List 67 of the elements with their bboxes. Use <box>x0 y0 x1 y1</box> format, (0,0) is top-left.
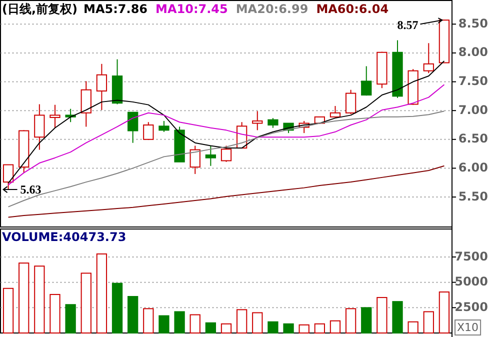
bar <box>112 282 123 334</box>
bar <box>65 304 76 334</box>
bar <box>220 323 232 334</box>
bar <box>283 323 294 334</box>
bar <box>423 311 434 334</box>
candlestick <box>190 145 200 174</box>
bar <box>314 323 325 334</box>
bar <box>96 253 108 334</box>
y-tick-label: 8.00 <box>458 45 488 60</box>
bar <box>128 296 138 334</box>
bar <box>143 308 154 334</box>
candlestick <box>96 63 108 111</box>
y-tick-label: 5000 <box>454 274 488 289</box>
candlestick <box>268 118 278 128</box>
y-tick-label: 5.50 <box>458 189 488 204</box>
y-tick-label: 7.50 <box>458 74 488 88</box>
annotation: 8.57 <box>397 18 418 32</box>
annotation: 5.63 <box>20 182 42 197</box>
bar <box>18 262 30 334</box>
bar <box>80 272 92 334</box>
y-tick-label: 7.00 <box>458 102 488 117</box>
candlestick <box>80 80 92 128</box>
bar <box>174 311 185 334</box>
bar <box>345 308 356 334</box>
text: X10 <box>457 321 479 334</box>
bar <box>236 309 248 334</box>
candlestick <box>143 122 154 140</box>
bar <box>392 301 403 334</box>
candlestick <box>128 112 138 144</box>
bar <box>268 321 278 334</box>
bar <box>438 291 450 334</box>
bar <box>298 324 310 334</box>
candlestick <box>220 145 232 162</box>
bar <box>190 314 200 334</box>
text: MA20:6.99 <box>236 2 308 16</box>
bar <box>2 288 14 334</box>
candlestick <box>345 89 356 115</box>
y-tick-label: 2500 <box>454 300 488 314</box>
bar <box>361 307 372 334</box>
candlestick <box>423 42 434 74</box>
bar <box>50 294 60 334</box>
bar <box>158 315 170 334</box>
bar <box>252 312 263 334</box>
line-series <box>8 84 445 186</box>
y-tick-label: 6.00 <box>458 160 488 174</box>
y-tick-label: 7500 <box>454 249 488 264</box>
candlestick <box>50 104 60 128</box>
y-tick-label: 6.50 <box>458 132 488 146</box>
bar <box>34 266 45 334</box>
chart-title: VOLUME:40473.73 <box>2 230 126 244</box>
bar <box>205 322 216 334</box>
candlestick <box>158 120 170 132</box>
candlestick <box>330 105 341 118</box>
candlestick <box>2 164 14 190</box>
text: MA10:7.45 <box>156 2 228 16</box>
text: MA5:7.86 <box>84 2 148 16</box>
text: MA60:6.04 <box>316 2 389 16</box>
candlestick <box>361 66 372 96</box>
bar <box>408 321 418 334</box>
candlestick <box>252 110 263 131</box>
y-tick-label: 8.50 <box>458 16 488 30</box>
line-series <box>8 165 445 218</box>
candlestick <box>34 104 45 150</box>
chart-title: (日线,前复权) <box>2 2 78 16</box>
bar <box>376 297 388 334</box>
bar <box>330 320 341 334</box>
candlestick <box>205 145 216 166</box>
